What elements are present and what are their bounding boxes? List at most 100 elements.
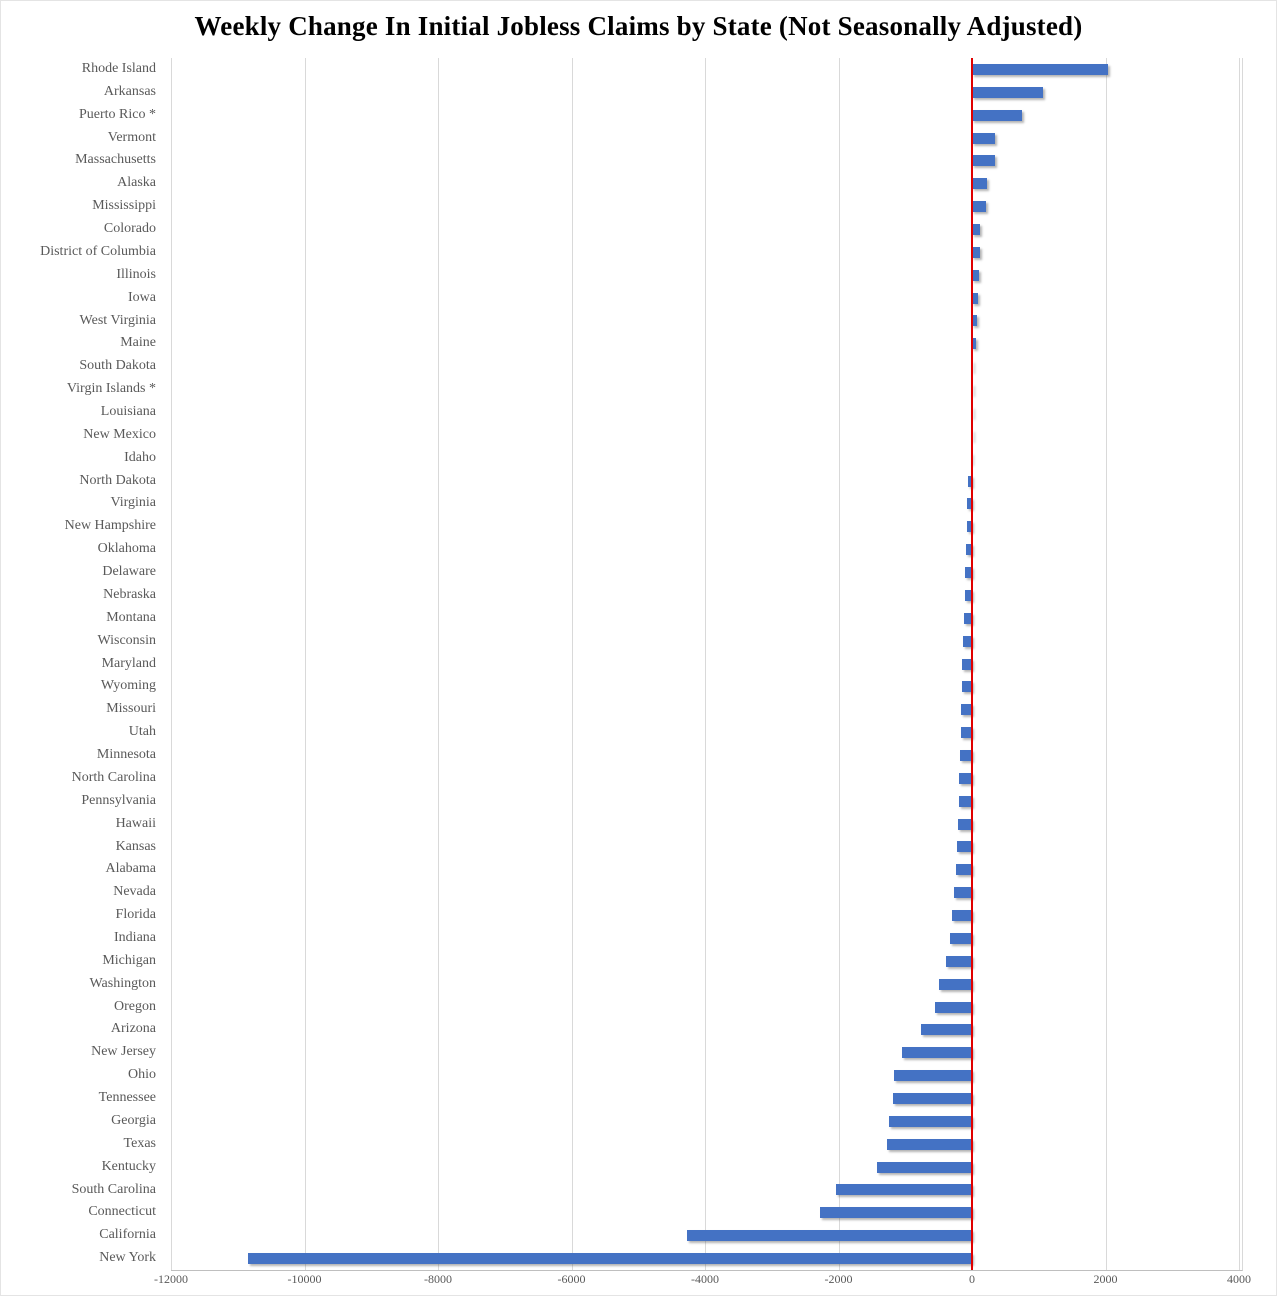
category-label-montana: Montana (106, 609, 156, 625)
category-label-indiana: Indiana (114, 929, 156, 945)
category-label-connecticut: Connecticut (88, 1204, 156, 1220)
category-label-minnesota: Minnesota (96, 747, 156, 763)
bar-indiana (949, 932, 972, 944)
category-label-wyoming: Wyoming (100, 678, 156, 694)
x-tick-label-2000: 2000 (1093, 1272, 1118, 1286)
bar-new-jersey (901, 1047, 972, 1059)
category-label-georgia: Georgia (111, 1112, 156, 1128)
x-tick-label--4000: -4000 (691, 1272, 719, 1286)
category-label-virginia: Virginia (110, 495, 156, 511)
bar-virginia (967, 498, 972, 510)
category-label-texas: Texas (123, 1135, 156, 1151)
category-label-pennsylvania: Pennsylvania (81, 792, 156, 808)
category-label-rhode-island: Rhode Island (81, 61, 156, 76)
bar-minnesota (959, 749, 972, 761)
gridline--10000 (304, 58, 306, 1270)
category-label-kentucky: Kentucky (101, 1158, 156, 1174)
x-tick-label--12000: -12000 (154, 1272, 188, 1286)
gridline-2000 (1105, 58, 1107, 1270)
value-axis: -12000 -10000 -8000 -6000 -4000 -2000 0 2000 400… (1, 1272, 1276, 1292)
bar-new-york (247, 1253, 972, 1265)
category-label-west-virginia: West Virginia (79, 312, 156, 328)
category-label-oklahoma: Oklahoma (97, 541, 156, 557)
category-label-missouri: Missouri (106, 701, 156, 717)
bar-alaska (972, 178, 988, 190)
category-label-arizona: Arizona (110, 1021, 156, 1037)
chart-title: Weekly Change In Initial Jobless Claims … (194, 11, 1083, 41)
category-label-tennessee: Tennessee (98, 1090, 156, 1106)
bar-puerto-rico (972, 109, 1023, 121)
bar-maryland (961, 658, 972, 670)
category-label-illinois: Illinois (116, 266, 156, 282)
gridline--12000 (171, 58, 172, 1270)
category-label-utah: Utah (128, 724, 156, 740)
bar-south-carolina (835, 1184, 972, 1196)
bar-arizona (921, 1024, 972, 1036)
bar-north-carolina (958, 772, 972, 784)
category-label-delaware: Delaware (102, 564, 156, 580)
category-label-kansas: Kansas (115, 838, 156, 854)
bar-washington (939, 978, 972, 990)
category-label-massachusetts: Massachusetts (75, 152, 156, 168)
category-label-ohio: Ohio (128, 1067, 156, 1083)
bar-illinois (972, 269, 979, 281)
category-label-nebraska: Nebraska (103, 586, 156, 602)
bar-kansas (956, 841, 972, 853)
bar-utah (960, 727, 972, 739)
category-label-vermont: Vermont (107, 129, 156, 145)
category-label-washington: Washington (89, 975, 156, 991)
category-label-new-mexico: New Mexico (83, 426, 156, 442)
category-label-puerto-rico: Puerto Rico * (79, 106, 156, 122)
bar-colorado (972, 224, 981, 235)
gridline--8000 (438, 58, 439, 1270)
x-tick-label-4000: 4000 (1227, 1272, 1251, 1286)
category-axis-labels: Rhode Island Arkansas Puerto Rico * Vermont… (1, 58, 161, 1270)
bar-rhode-island (972, 63, 1109, 75)
bar-iowa (972, 292, 978, 304)
x-tick-label--2000: -2000 (824, 1272, 853, 1286)
category-label-michigan: Michigan (102, 952, 156, 968)
category-label-new-hampshire: New Hampshire (64, 518, 156, 534)
category-label-louisiana: Louisiana (100, 404, 156, 420)
bar-ohio (893, 1070, 972, 1082)
category-label-south-carolina: South Carolina (71, 1181, 156, 1197)
category-label-wisconsin: Wisconsin (97, 632, 156, 648)
plot-area (171, 58, 1243, 1271)
category-label-maryland: Maryland (101, 655, 156, 671)
category-label-north-dakota: North Dakota (79, 472, 156, 488)
x-tick-label--6000: -6000 (557, 1272, 586, 1286)
category-label-alaska: Alaska (117, 175, 156, 191)
bar-texas (886, 1138, 972, 1150)
bar-kentucky (877, 1161, 972, 1173)
category-label-new-york: New York (99, 1250, 156, 1266)
bar-oklahoma (965, 544, 972, 556)
category-label-idaho: Idaho (124, 449, 156, 465)
bar-tennessee (892, 1092, 972, 1104)
category-label-iowa: Iowa (128, 289, 156, 305)
x-tick-label--10000: -10000 (287, 1272, 322, 1286)
category-label-new-jersey: New Jersey (91, 1044, 156, 1060)
bar-michigan (945, 955, 972, 967)
category-label-alabama: Alabama (105, 861, 156, 877)
zero-reference-line (971, 58, 973, 1270)
bar-florida (951, 910, 972, 922)
category-label-florida: Florida (115, 907, 156, 923)
bar-montana (963, 612, 972, 624)
bar-california (686, 1230, 972, 1242)
bar-nebraska (964, 589, 972, 601)
bar-new-hampshire (966, 521, 972, 533)
category-label-virgin-islands: Virgin Islands * (66, 381, 156, 397)
category-label-nevada: Nevada (113, 884, 156, 900)
bar-mississippi (972, 201, 987, 213)
category-label-north-carolina: North Carolina (71, 769, 156, 785)
bar-pennsylvania (958, 795, 972, 807)
bar-georgia (889, 1115, 972, 1127)
category-label-arkansas: Arkansas (103, 83, 156, 99)
bar-wyoming (961, 681, 972, 693)
category-label-california: California (99, 1227, 156, 1243)
bar-arkansas (972, 86, 1044, 98)
bar-connecticut (820, 1207, 972, 1219)
category-label-colorado: Colorado (103, 221, 156, 237)
bar-wisconsin (963, 635, 972, 647)
